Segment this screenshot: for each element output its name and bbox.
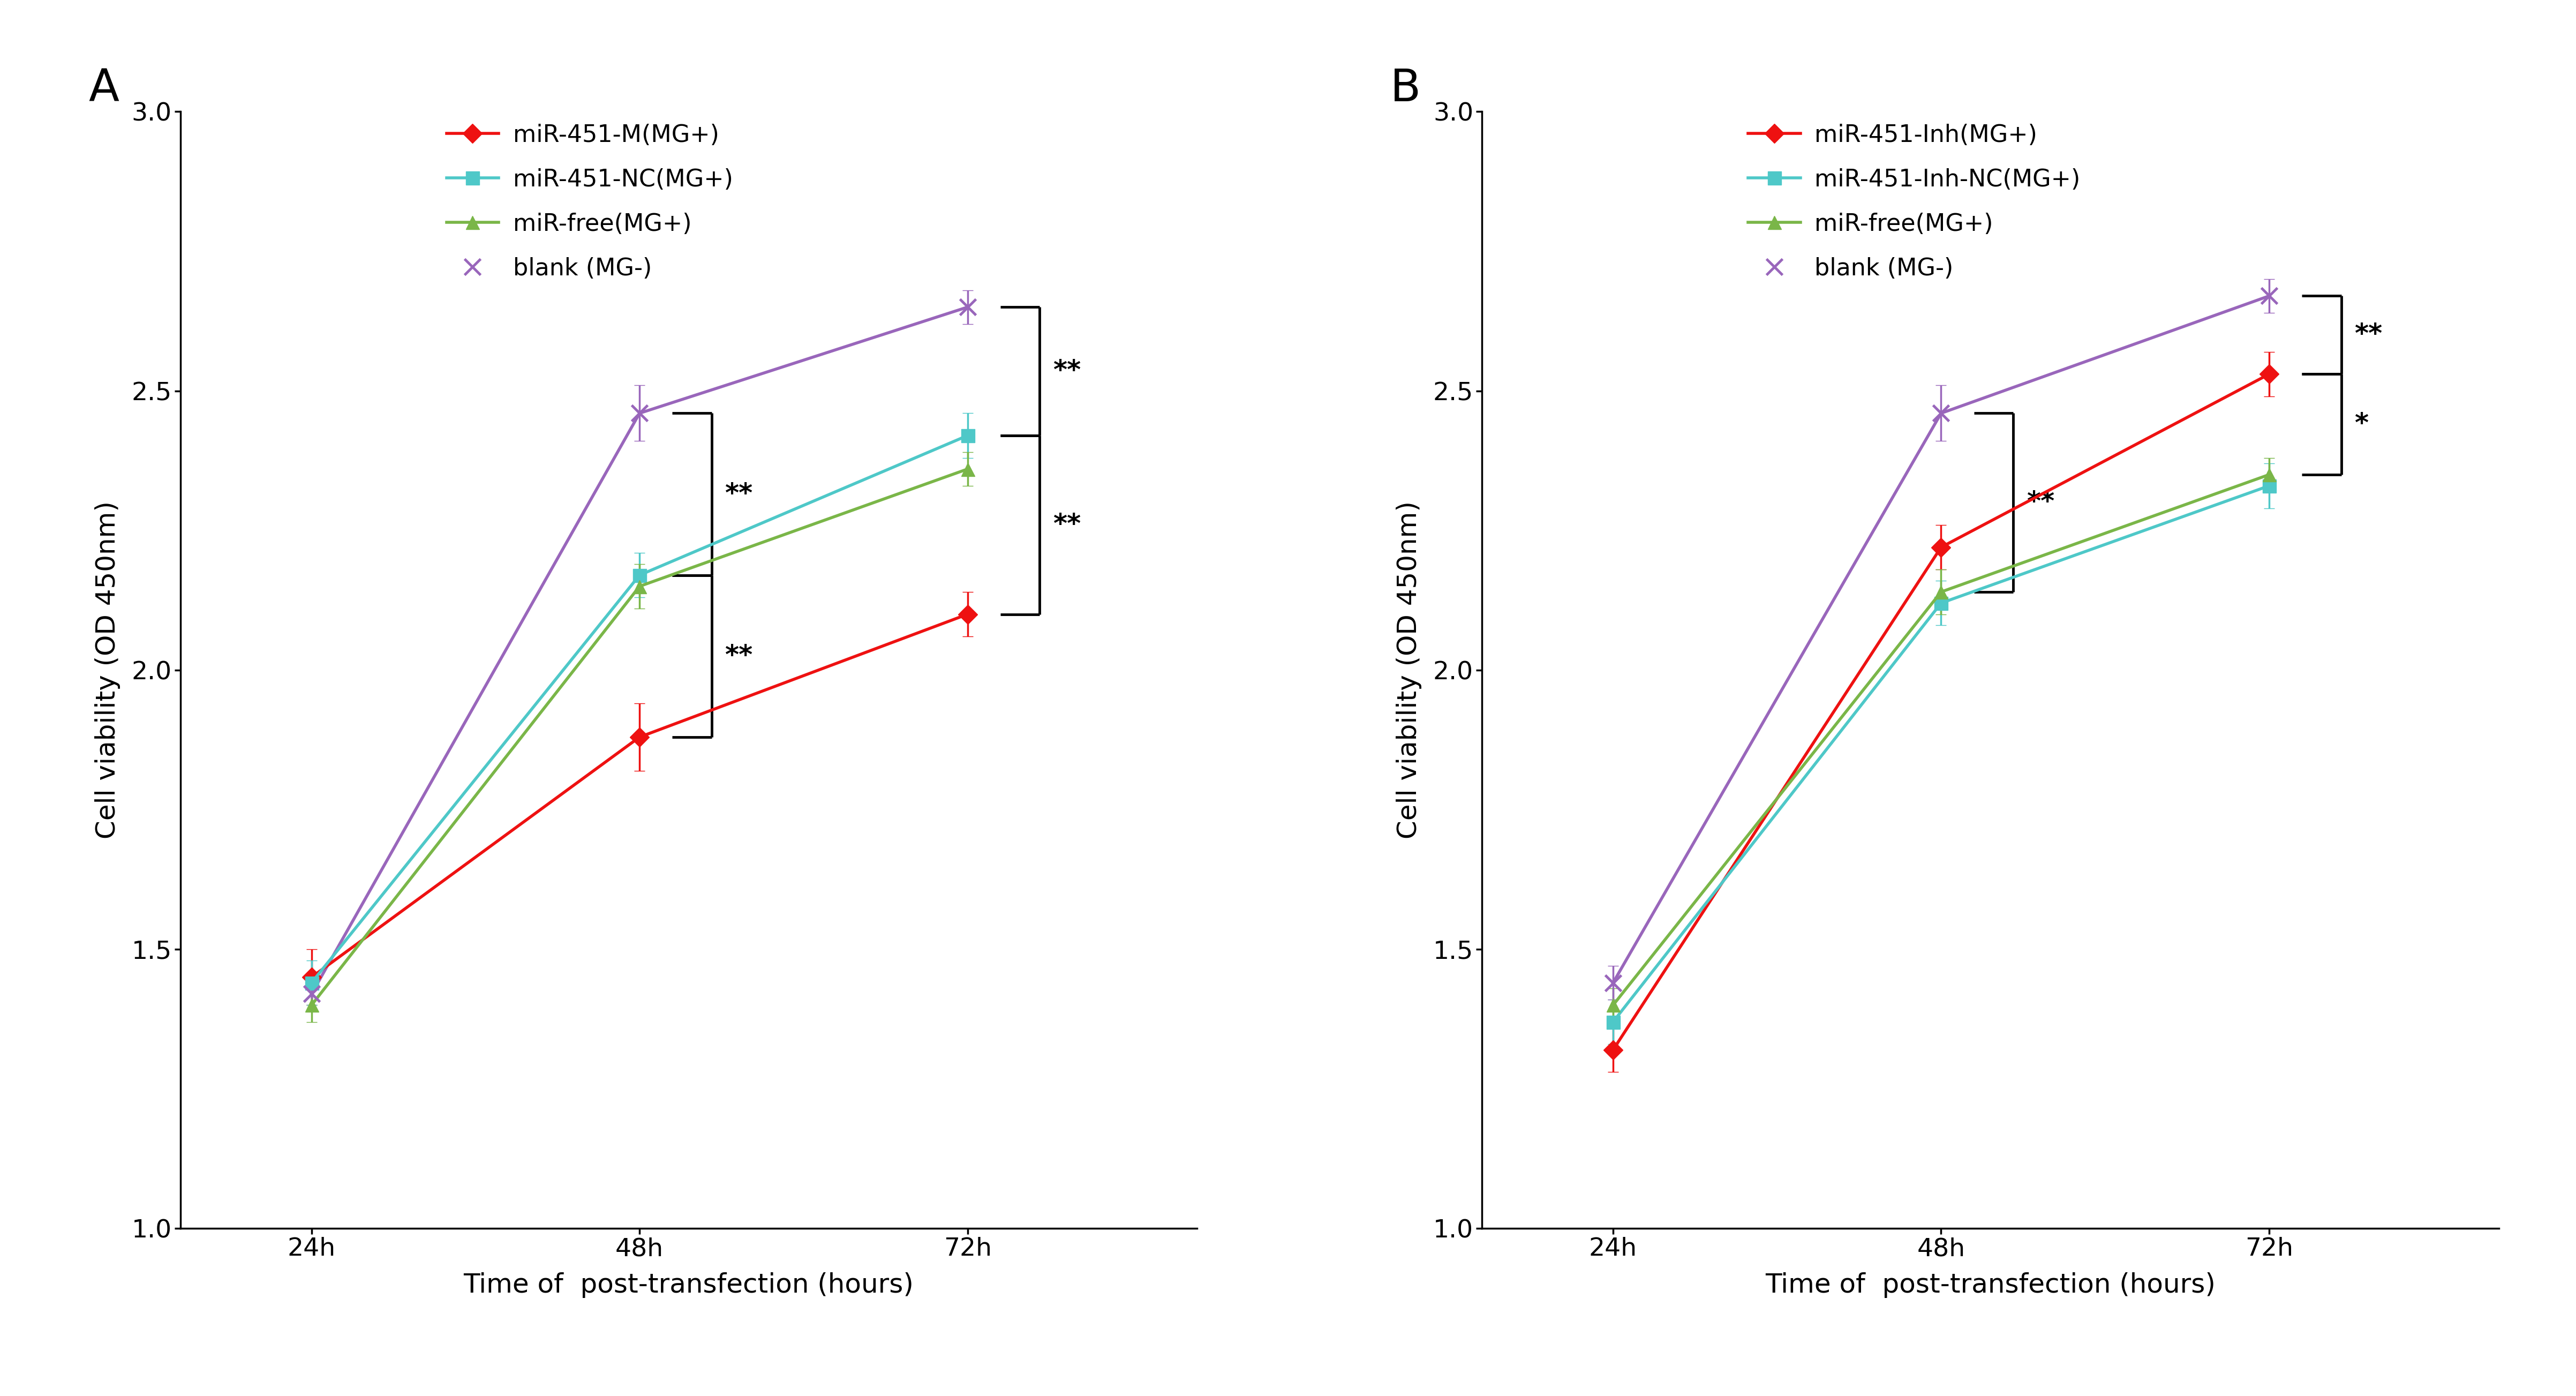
blank (MG-)	[1927, 405, 1958, 422]
Line: miR-451-M(MG+): miR-451-M(MG+)	[304, 607, 974, 984]
miR-451-Inh-NC(MG+)	[1597, 1013, 1628, 1030]
Line: miR-451-NC(MG+): miR-451-NC(MG+)	[304, 429, 974, 990]
Y-axis label: Cell viability (OD 450nm): Cell viability (OD 450nm)	[1396, 501, 1422, 839]
Text: *: *	[2354, 412, 2367, 437]
miR-451-NC(MG+)	[296, 974, 327, 991]
Text: **: **	[2354, 322, 2383, 348]
miR-451-M(MG+)	[296, 969, 327, 986]
miR-451-Inh(MG+)	[2254, 366, 2285, 383]
Line: miR-free(MG+): miR-free(MG+)	[1607, 468, 2275, 1012]
Legend: miR-451-M(MG+), miR-451-NC(MG+), miR-free(MG+), blank (MG-): miR-451-M(MG+), miR-451-NC(MG+), miR-fre…	[446, 124, 734, 281]
miR-451-Inh-NC(MG+)	[2254, 477, 2285, 494]
Line: miR-451-Inh-NC(MG+): miR-451-Inh-NC(MG+)	[1607, 479, 2275, 1029]
Line: blank (MG-): blank (MG-)	[304, 299, 976, 1002]
Line: miR-451-Inh(MG+): miR-451-Inh(MG+)	[1607, 367, 2275, 1057]
miR-451-Inh(MG+)	[1927, 539, 1958, 556]
miR-451-NC(MG+)	[623, 567, 654, 584]
Line: miR-free(MG+): miR-free(MG+)	[304, 462, 974, 1012]
Text: **: **	[1054, 359, 1082, 384]
Text: **: **	[1054, 512, 1082, 537]
blank (MG-)	[296, 986, 327, 1002]
miR-451-Inh-NC(MG+)	[1927, 595, 1958, 611]
miR-451-Inh(MG+)	[1597, 1041, 1628, 1058]
Y-axis label: Cell viability (OD 450nm): Cell viability (OD 450nm)	[95, 501, 121, 839]
blank (MG-)	[1597, 974, 1628, 991]
blank (MG-)	[953, 299, 984, 315]
X-axis label: Time of  post-transfection (hours): Time of post-transfection (hours)	[1765, 1272, 2215, 1298]
miR-free(MG+)	[296, 997, 327, 1013]
blank (MG-)	[2254, 288, 2285, 304]
miR-451-M(MG+)	[953, 606, 984, 623]
miR-451-M(MG+)	[623, 729, 654, 745]
Text: **: **	[2027, 490, 2056, 515]
Legend: miR-451-Inh(MG+), miR-451-Inh-NC(MG+), miR-free(MG+), blank (MG-): miR-451-Inh(MG+), miR-451-Inh-NC(MG+), m…	[1749, 124, 2081, 281]
X-axis label: Time of  post-transfection (hours): Time of post-transfection (hours)	[464, 1272, 914, 1298]
miR-free(MG+)	[1927, 584, 1958, 600]
miR-free(MG+)	[2254, 466, 2285, 483]
miR-free(MG+)	[623, 578, 654, 595]
blank (MG-)	[623, 405, 654, 422]
Text: A: A	[88, 67, 118, 110]
Text: B: B	[1391, 67, 1422, 110]
Text: **: **	[724, 482, 752, 507]
Text: **: **	[724, 644, 752, 669]
miR-free(MG+)	[1597, 997, 1628, 1013]
Line: blank (MG-): blank (MG-)	[1605, 288, 2277, 991]
miR-free(MG+)	[953, 461, 984, 477]
miR-451-NC(MG+)	[953, 427, 984, 444]
